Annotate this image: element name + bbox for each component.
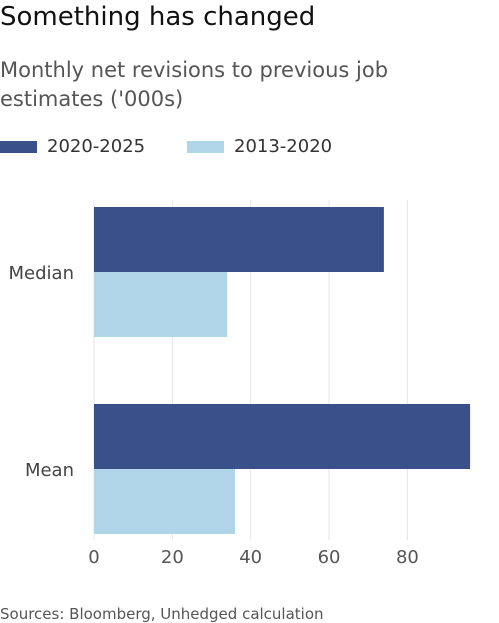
bars bbox=[94, 207, 471, 534]
legend-item-2020-2025: 2020-2025 bbox=[0, 136, 145, 157]
legend: 2020-2025 2013-2020 bbox=[0, 136, 480, 160]
category-label-mean: Mean bbox=[25, 460, 74, 481]
bar-median-2013-2020 bbox=[94, 272, 228, 337]
source-note: Sources: Bloomberg, Unhedged calculation bbox=[0, 605, 324, 623]
bar-mean-2020-2025 bbox=[94, 404, 471, 469]
x-tick-label: 80 bbox=[396, 547, 419, 568]
legend-swatch-2020-2025 bbox=[0, 140, 37, 153]
bar-median-2020-2025 bbox=[94, 207, 384, 272]
x-tick-label: 20 bbox=[161, 547, 184, 568]
legend-label-2013-2020: 2013-2020 bbox=[234, 136, 333, 157]
legend-label-2020-2025: 2020-2025 bbox=[47, 136, 146, 157]
bar-mean-2013-2020 bbox=[94, 469, 236, 534]
legend-swatch-2013-2020 bbox=[187, 140, 224, 153]
x-tick-label: 40 bbox=[239, 547, 262, 568]
category-label-median: Median bbox=[9, 263, 74, 284]
bar-chart: 0 20 40 60 80 Median Mean bbox=[9, 200, 471, 568]
axis-labels: 0 20 40 60 80 Median Mean bbox=[9, 263, 419, 568]
x-tick-label: 0 bbox=[88, 547, 99, 568]
legend-item-2013-2020: 2013-2020 bbox=[187, 136, 332, 157]
chart-title: Something has changed bbox=[0, 2, 316, 32]
chart-subtitle: Monthly net revisions to previous job es… bbox=[0, 58, 389, 111]
x-tick-label: 60 bbox=[318, 547, 341, 568]
